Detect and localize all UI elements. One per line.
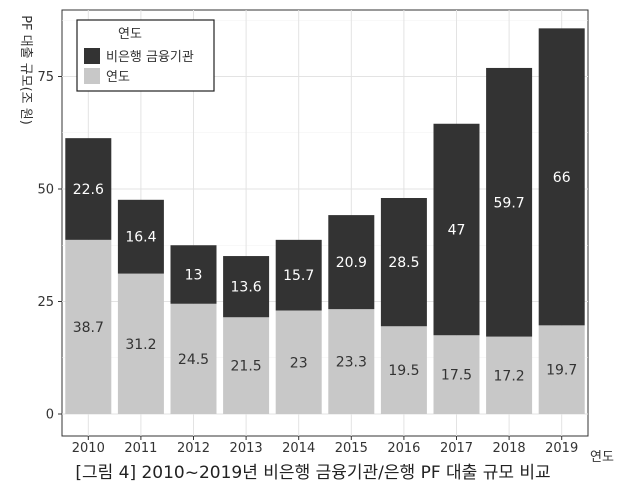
plot-panel (61, 9, 589, 437)
y-axis-label: PF 대출 규모(조 원) (18, 15, 33, 125)
data-label: 19.7 (546, 363, 577, 379)
legend-title: 연도 (118, 27, 142, 42)
bar-segment-nonbank (380, 198, 427, 327)
x-tick-label: 2013 (230, 441, 263, 456)
data-label: 23 (290, 355, 308, 371)
legend: 연도 비은행 금융기관 연도 (76, 19, 215, 92)
bar-segment-year (328, 309, 375, 414)
data-label: 47 (448, 223, 466, 239)
data-label: 15.7 (283, 268, 314, 284)
data-label: 24.5 (178, 352, 209, 368)
legend-swatch-nonbank (84, 48, 100, 64)
figure-caption: [그림 4] 2010~2019년 비은행 금융기관/은행 PF 대출 규모 비… (75, 463, 551, 483)
bar-segment-year (223, 317, 270, 414)
bar-segment-nonbank (433, 123, 480, 336)
bar-segment-year (538, 325, 585, 414)
bar-segment-nonbank (486, 67, 533, 337)
data-label: 66 (553, 170, 571, 186)
data-label: 21.5 (231, 359, 262, 375)
bar-segment-year (65, 239, 112, 414)
y-tick-label: 25 (37, 295, 54, 310)
bar-segment-nonbank (275, 239, 322, 311)
data-label: 13.6 (231, 280, 262, 296)
x-tick-label: 2018 (493, 441, 526, 456)
bar-segment-nonbank (170, 245, 217, 304)
y-tick-label: 50 (37, 183, 54, 198)
x-tick-label: 2012 (177, 441, 210, 456)
x-tick-label: 2017 (440, 441, 473, 456)
y-tick-label: 0 (46, 408, 54, 423)
x-tick-label: 2019 (545, 441, 578, 456)
bar-segment-nonbank (328, 215, 375, 310)
bar-segment-nonbank (223, 256, 270, 318)
legend-label-nonbank: 비은행 금융기관 (106, 49, 194, 65)
x-tick-label: 2010 (72, 441, 105, 456)
bar-segment-year (117, 273, 164, 414)
bar-segment-nonbank (65, 138, 112, 240)
data-label: 17.5 (441, 368, 472, 384)
x-axis-label: 연도 (590, 450, 614, 465)
data-label: 16.4 (125, 230, 156, 246)
data-label: 19.5 (388, 363, 419, 379)
data-label: 38.7 (73, 320, 104, 336)
bar-segment-year (380, 326, 427, 414)
axes: 0 25 50 75 2010 2011 2012 2013 2014 2015 2016 2017 2… (37, 70, 578, 456)
bar-segment-nonbank (538, 28, 585, 326)
x-tick-label: 2016 (387, 441, 420, 456)
bar-segment-year (275, 310, 322, 414)
data-label: 59.7 (494, 195, 525, 211)
bars: 38.7 22.6 31.2 16.4 24.5 13 21.5 13.6 23 15.7 23.3… (65, 28, 585, 414)
x-tick-label: 2015 (335, 441, 368, 456)
x-tick-label: 2014 (282, 441, 315, 456)
bar-segment-year (170, 303, 217, 414)
data-label: 31.2 (125, 337, 156, 353)
data-label: 22.6 (73, 182, 104, 198)
legend-swatch-year (84, 68, 100, 84)
x-tick-label: 2011 (124, 441, 157, 456)
data-label: 13 (185, 268, 203, 284)
bar-segment-year (486, 336, 533, 414)
data-label: 23.3 (336, 355, 367, 371)
legend-label-year: 연도 (106, 70, 130, 85)
y-tick-label: 75 (37, 70, 54, 85)
data-label: 20.9 (336, 255, 367, 271)
data-label: 28.5 (388, 255, 419, 271)
data-label: 17.2 (494, 368, 525, 384)
bar-segment-year (433, 335, 480, 414)
bar-segment-nonbank (117, 199, 164, 274)
